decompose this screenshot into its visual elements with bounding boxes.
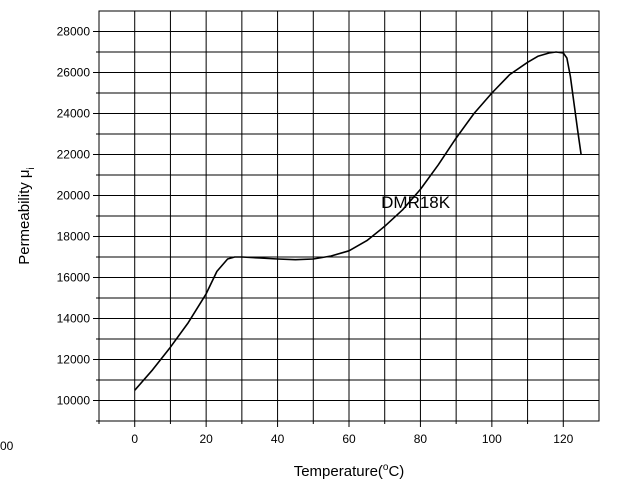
- y-axis-label-main: Permeability μ: [16, 169, 33, 264]
- y-tick-label: 14000: [57, 312, 91, 326]
- x-tick-labels: 0 20 40 60 80 100 120: [131, 432, 573, 446]
- y-tick-label: 12000: [57, 353, 91, 367]
- x-tick-label: 40: [271, 432, 285, 446]
- x-axis-label-prefix: Temperature(: [294, 463, 383, 480]
- y-tick-label: 28000: [57, 25, 91, 39]
- x-axis-label-suffix: C): [388, 463, 404, 480]
- y-tick-label: 22000: [57, 148, 91, 162]
- y-tick-label: 18000: [57, 230, 91, 244]
- y-tick-label: 20000: [57, 189, 91, 203]
- series-line: [134, 51, 582, 391]
- x-tick-label: 0: [131, 432, 138, 446]
- y-tick-label: 24000: [57, 107, 91, 121]
- y-axis-label: Permeability μi: [16, 167, 37, 265]
- grid-lines: [98, 11, 599, 422]
- y-tick-label: 26000: [57, 66, 91, 80]
- x-axis-label: Temperature(oC): [294, 462, 405, 480]
- partial-left-label: 00: [0, 439, 14, 453]
- series-layer: [134, 51, 582, 391]
- x-tick-label: 80: [414, 432, 428, 446]
- y-tick-label: 16000: [57, 271, 91, 285]
- x-tick-label: 20: [199, 432, 213, 446]
- y-tick-labels: 10000 12000 14000 16000 18000 20000 22000 24000…: [57, 25, 91, 408]
- x-tick-label: 120: [553, 432, 573, 446]
- y-tick-label: 10000: [57, 394, 91, 408]
- curve-annotation: DMR18K: [381, 193, 451, 212]
- y-axis-label-subscript: i: [26, 167, 37, 169]
- x-tick-label: 60: [342, 432, 356, 446]
- axis-ticks: [93, 31, 564, 427]
- x-tick-label: 100: [482, 432, 502, 446]
- x-axis-label-degree: o: [383, 462, 389, 473]
